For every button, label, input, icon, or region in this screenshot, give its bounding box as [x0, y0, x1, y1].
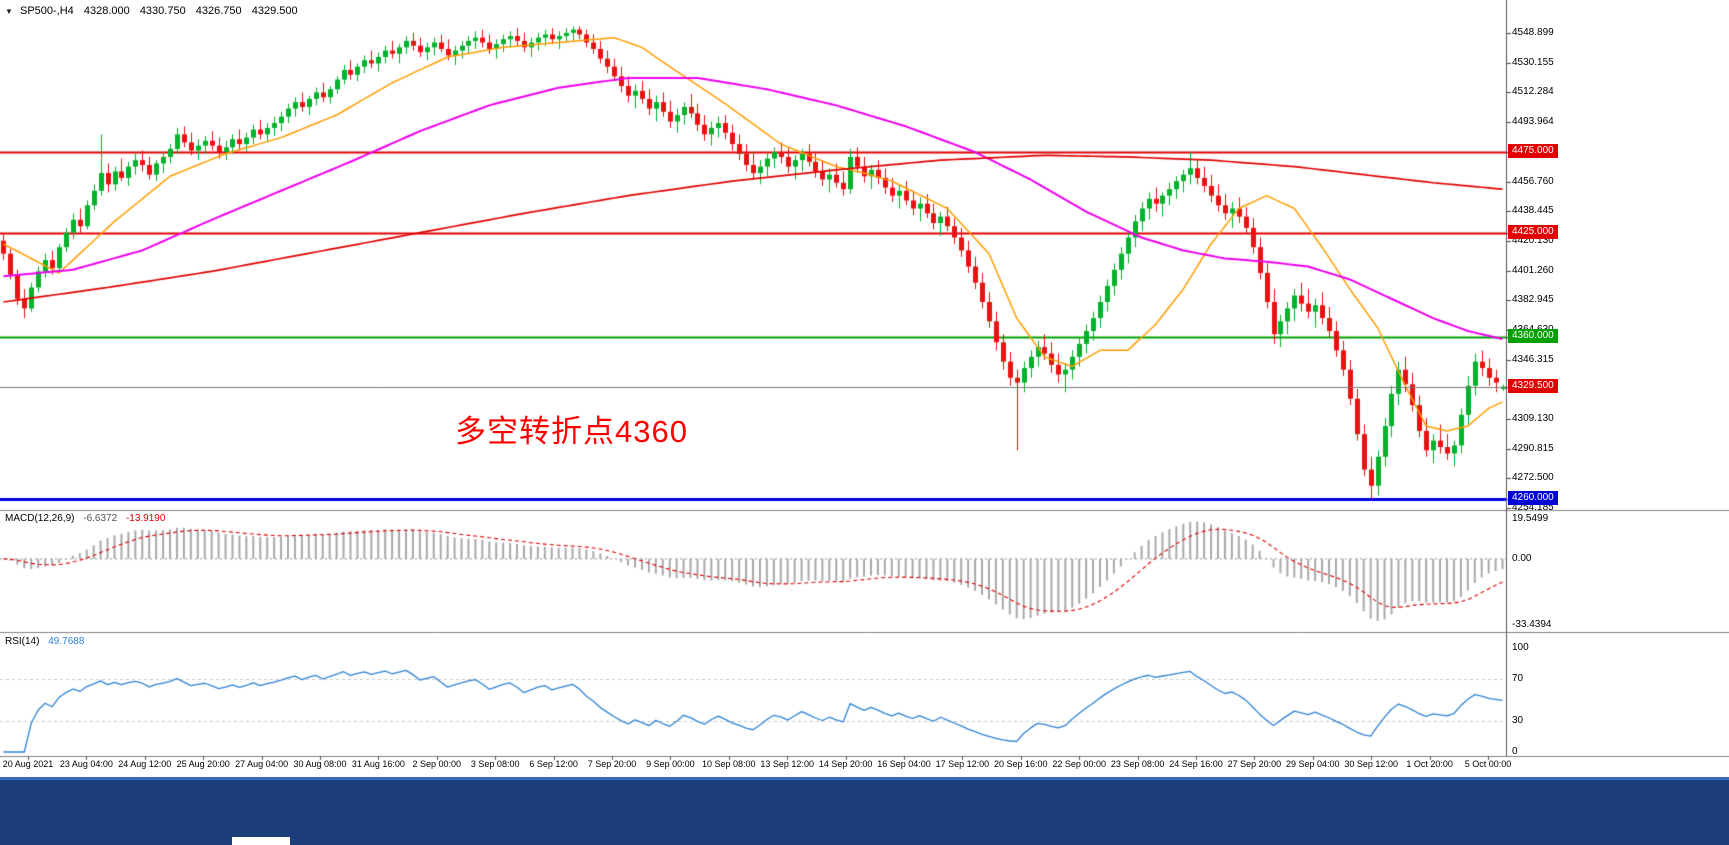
time-axis-label: 17 Sep 12:00: [935, 759, 990, 769]
time-axis-label: 9 Sep 00:00: [646, 759, 695, 769]
time-axis-label: 3 Sep 08:00: [470, 759, 520, 769]
bottom-bar-white-box: [232, 837, 290, 845]
time-axis-label: 29 Sep 04:00: [1286, 759, 1340, 769]
time-axis-label: 31 Aug 16:00: [351, 759, 405, 769]
time-axis-label: 13 Sep 12:00: [760, 759, 814, 769]
macd-name: MACD(12,26,9): [5, 513, 75, 524]
ohlc-close: 4329.500: [251, 5, 298, 17]
time-axis-label: 2 Sep 00:00: [412, 759, 462, 769]
time-axis-label: 10 Sep 08:00: [702, 759, 756, 769]
time-axis-label: 16 Sep 04:00: [877, 759, 931, 769]
time-axis-label: 6 Sep 12:00: [529, 759, 578, 769]
time-axis-label: 24 Aug 12:00: [118, 759, 172, 769]
time-axis-label: 23 Aug 04:00: [59, 759, 113, 769]
symbol-info: ▼ SP500-,H4 4328.000 4330.750 4326.750 4…: [5, 5, 305, 17]
rsi-indicator-label: RSI(14) 49.7688: [5, 636, 84, 647]
chart-annotation-text[interactable]: 多空转折点4360: [455, 414, 688, 449]
macd-signal-value: -13.9190: [125, 513, 166, 524]
time-axis-label: 20 Aug 2021: [2, 759, 54, 769]
time-axis-label: 1 Oct 20:00: [1406, 759, 1453, 769]
ohlc-low: 4326.750: [195, 5, 242, 17]
time-axis-label: 23 Sep 08:00: [1110, 759, 1165, 769]
time-axis-label: 27 Sep 20:00: [1227, 759, 1282, 769]
time-axis-label: 30 Sep 12:00: [1344, 759, 1398, 769]
chart-canvas[interactable]: [0, 0, 1729, 777]
time-axis-label: 27 Aug 04:00: [235, 759, 289, 769]
ohlc-open: 4328.000: [83, 5, 130, 17]
time-axis-label: 14 Sep 20:00: [818, 759, 873, 769]
macd-indicator-label: MACD(12,26,9) -6.6372 -13.9190: [5, 513, 165, 524]
time-axis-label: 22 Sep 00:00: [1052, 759, 1106, 769]
macd-main-value: -6.6372: [83, 513, 118, 524]
time-axis-label: 5 Oct 00:00: [1464, 759, 1512, 769]
ohlc-high: 4330.750: [139, 5, 186, 17]
time-axis-label: 25 Aug 20:00: [176, 759, 230, 769]
rsi-value: 49.7688: [48, 636, 85, 647]
bottom-taskbar: [0, 777, 1729, 845]
symbol-name: SP500-,H4: [19, 5, 74, 17]
time-axis-label: 7 Sep 20:00: [587, 759, 637, 769]
time-axis-label: 24 Sep 16:00: [1169, 759, 1223, 769]
chart-menu-arrow-icon[interactable]: ▼: [5, 7, 13, 16]
rsi-name: RSI(14): [5, 636, 40, 647]
time-axis-label: 30 Aug 08:00: [293, 759, 347, 769]
time-axis-label: 20 Sep 16:00: [994, 759, 1048, 769]
